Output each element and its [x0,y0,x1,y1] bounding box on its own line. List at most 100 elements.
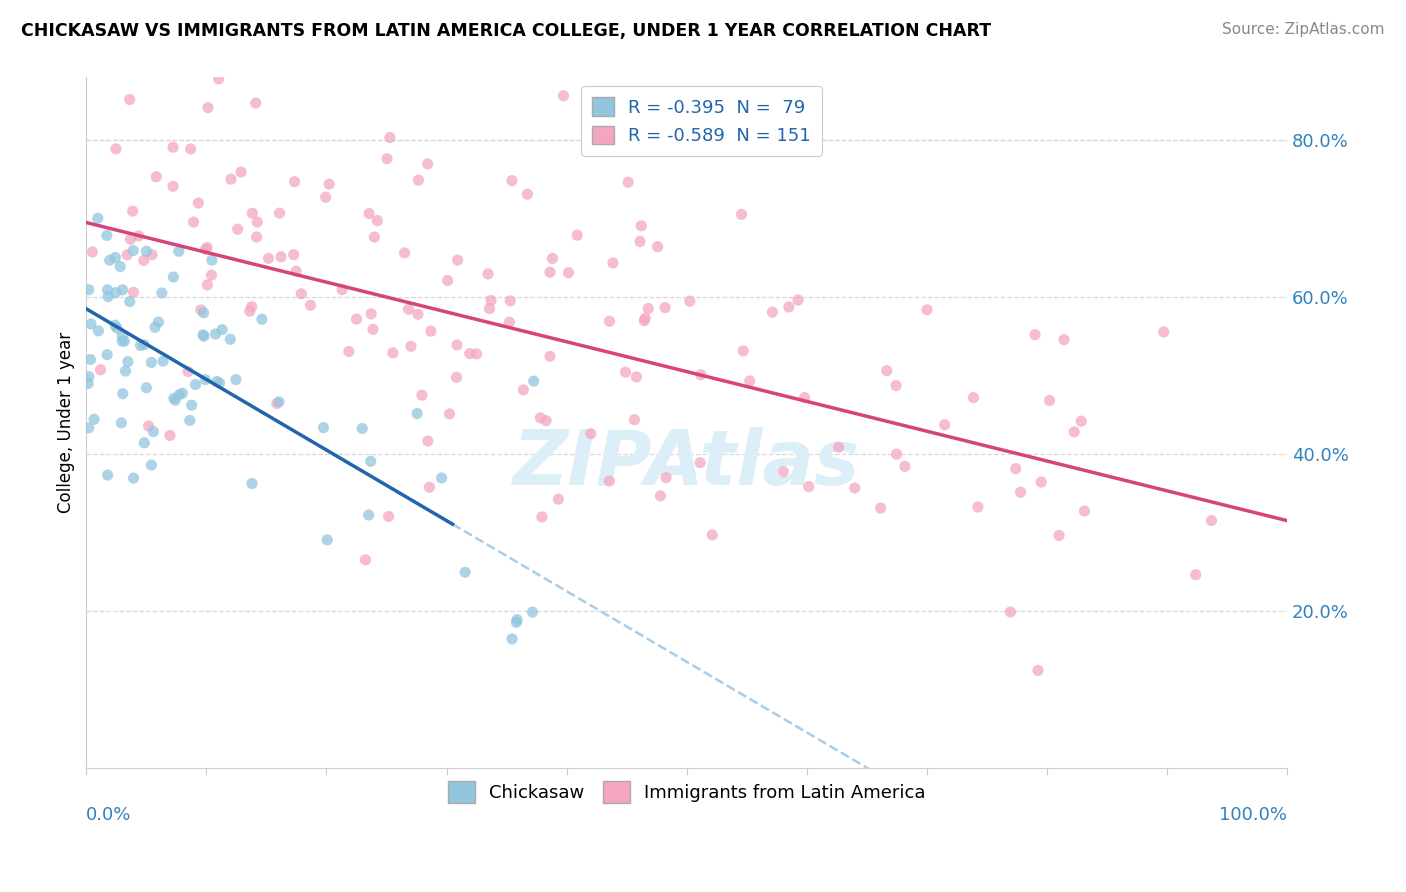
Point [1000,605,1022,619]
Point [733,343,755,358]
Point [1053,333,1076,347]
Point [229,165,252,179]
Point [135,244,157,259]
Point [82,244,104,259]
Point [132,253,155,268]
Point [193,329,215,343]
Point [111,329,134,343]
Point [523,374,546,388]
Point [96,283,118,297]
Point [98,253,121,268]
Point [630,219,652,233]
Point [105,321,128,335]
Point [200,268,222,282]
Point [180,142,202,156]
Point [1024,327,1046,342]
Point [104,142,127,156]
Point [90,362,112,376]
Point [1063,425,1085,439]
Point [187,196,209,211]
Point [538,349,561,363]
Point [869,501,891,516]
Point [246,215,269,229]
Point [299,298,322,312]
Point [250,312,273,326]
Point [418,480,440,494]
Point [498,315,520,329]
Point [211,323,233,337]
Point [87,211,110,226]
Point [359,206,381,220]
Point [730,207,752,221]
Point [270,250,292,264]
Point [547,492,569,507]
Point [1047,528,1070,542]
Point [1153,325,1175,339]
Point [689,456,711,470]
Point [446,370,468,384]
Point [679,294,702,309]
Point [1004,461,1026,475]
Point [772,465,794,479]
Point [501,632,523,646]
Point [179,413,201,427]
Point [96,348,118,362]
Point [162,179,184,194]
Point [439,407,461,421]
Point [219,332,242,346]
Point [266,396,288,410]
Point [1031,475,1053,489]
Point [80,317,103,331]
Point [598,314,620,328]
Point [208,376,231,390]
Point [96,228,118,243]
Point [208,71,231,86]
Point [162,270,184,285]
Point [579,426,602,441]
Point [557,266,579,280]
Point [225,373,247,387]
Point [499,293,522,308]
Point [797,480,820,494]
Point [702,528,724,542]
Point [1070,414,1092,428]
Point [112,334,135,348]
Point [886,447,908,461]
Point [245,96,267,111]
Point [219,172,242,186]
Point [530,510,553,524]
Point [205,375,228,389]
Point [689,368,711,382]
Point [87,324,110,338]
Point [143,320,166,334]
Point [416,434,439,448]
Point [141,355,163,369]
Point [408,173,430,187]
Point [104,318,127,333]
Point [145,169,167,184]
Point [246,230,269,244]
Point [128,228,150,243]
Point [197,101,219,115]
Point [312,420,335,434]
Point [411,388,433,402]
Point [915,302,938,317]
Point [330,283,353,297]
Point [614,365,637,379]
Point [357,508,380,522]
Point [152,354,174,368]
Point [626,370,648,384]
Text: CHICKASAW VS IMMIGRANTS FROM LATIN AMERICA COLLEGE, UNDER 1 YEAR CORRELATION CHA: CHICKASAW VS IMMIGRANTS FROM LATIN AMERI… [21,22,991,40]
Point [346,312,368,326]
Point [465,347,488,361]
Point [134,435,156,450]
Point [77,421,100,435]
Point [477,267,499,281]
Point [650,489,672,503]
Point [1026,664,1049,678]
Point [77,283,100,297]
Point [360,454,382,468]
Point [406,407,429,421]
Point [162,140,184,154]
Point [283,248,305,262]
